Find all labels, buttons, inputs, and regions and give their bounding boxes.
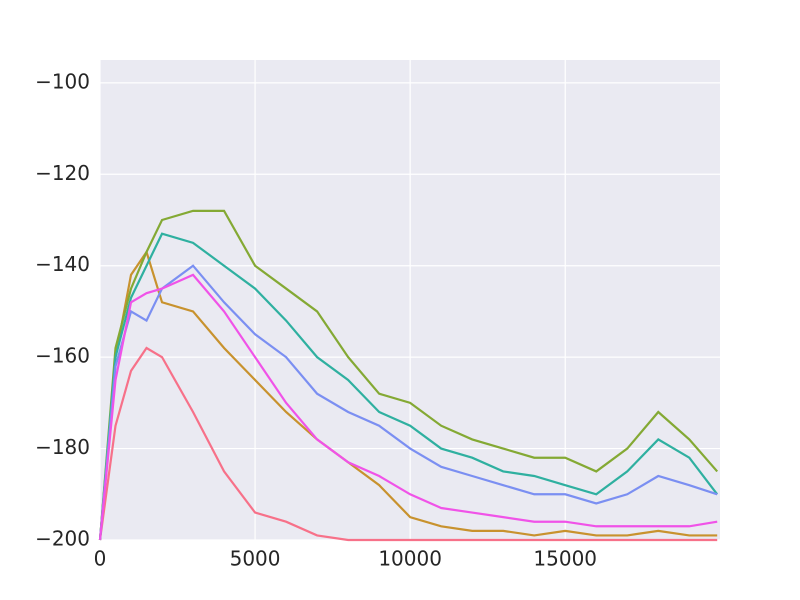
series-line xyxy=(98,209,719,541)
x-tick-label: 10000 xyxy=(378,547,442,571)
y-tick-label: −140 xyxy=(35,252,90,276)
series-line xyxy=(98,346,718,542)
x-tick-label: 5000 xyxy=(230,547,281,571)
series-line xyxy=(98,232,719,541)
y-tick-label: −200 xyxy=(35,527,90,551)
y-tick-label: −120 xyxy=(35,161,90,185)
y-tick-label: −180 xyxy=(35,435,90,459)
x-tick-label: 15000 xyxy=(533,547,597,571)
x-tick-label: 0 xyxy=(94,547,107,571)
series-line xyxy=(98,264,718,541)
y-tick-label: −100 xyxy=(35,69,90,93)
series-line xyxy=(98,273,718,541)
y-tick-label: −160 xyxy=(35,344,90,368)
series-line xyxy=(98,249,718,541)
